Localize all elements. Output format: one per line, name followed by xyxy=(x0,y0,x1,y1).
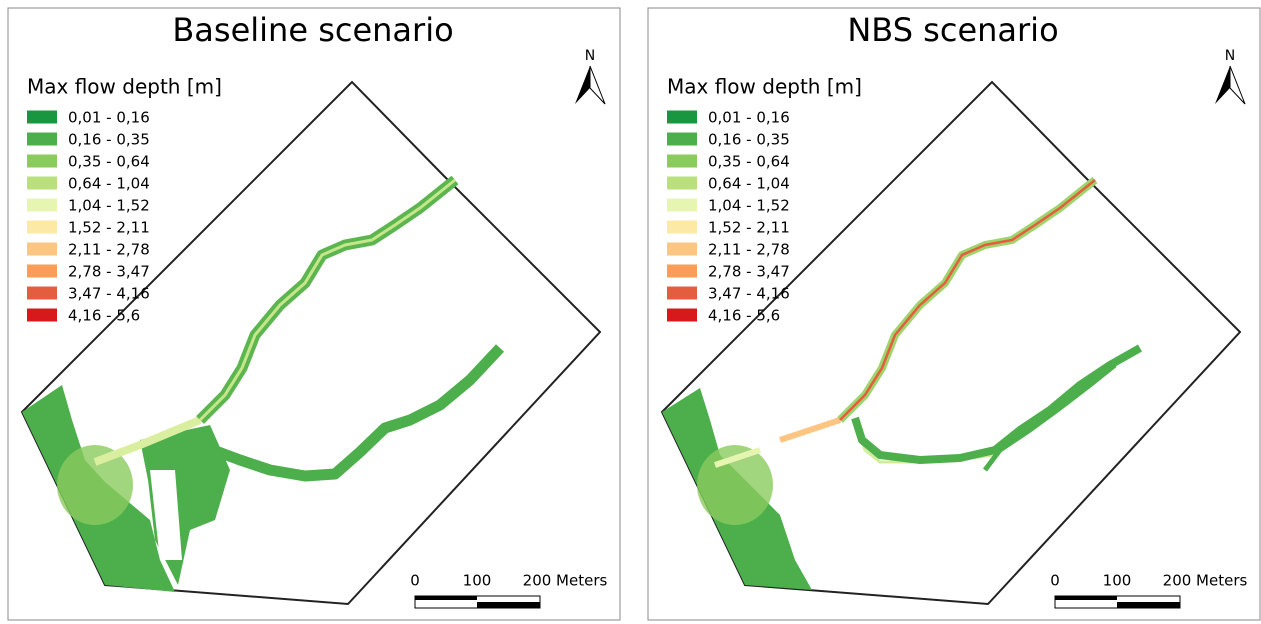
legend-label: 2,78 - 3,47 xyxy=(708,263,790,281)
legend-label: 0,35 - 0,64 xyxy=(68,153,150,171)
legend-label: 2,78 - 3,47 xyxy=(68,263,150,281)
legend-swatch xyxy=(667,133,697,146)
legend-swatch xyxy=(667,243,697,256)
legend-swatch xyxy=(27,243,57,256)
scale-bar-seg xyxy=(1117,602,1180,608)
legend-label: 0,01 - 0,16 xyxy=(68,109,150,127)
legend-label: 3,47 - 4,16 xyxy=(708,285,790,303)
scale-bar-seg xyxy=(477,602,540,608)
north-arrow-left xyxy=(1215,66,1230,104)
legend-swatch xyxy=(27,287,57,300)
north-arrow-left xyxy=(575,66,590,104)
shallow-flood-area xyxy=(57,445,133,525)
scale-label: 200 Meters xyxy=(1163,572,1248,590)
river-lower-branch xyxy=(985,365,1115,470)
legend-label: 0,16 - 0,35 xyxy=(708,131,790,149)
scale-label: 100 xyxy=(1103,572,1132,590)
north-arrow-right xyxy=(590,66,605,104)
north-label: N xyxy=(585,48,595,64)
legend-swatch xyxy=(27,155,57,168)
legend-label: 1,04 - 1,52 xyxy=(68,197,150,215)
scale-label: 100 xyxy=(463,572,492,590)
river-upper-left xyxy=(780,420,840,440)
legend-label: 2,11 - 2,78 xyxy=(68,241,150,259)
legend-label: 1,04 - 1,52 xyxy=(708,197,790,215)
legend-swatch xyxy=(27,177,57,190)
river-lower xyxy=(855,348,1140,460)
panel-title: Baseline scenario xyxy=(172,11,453,49)
legend-swatch xyxy=(27,199,57,212)
legend-swatch xyxy=(27,309,57,322)
legend-swatch xyxy=(27,221,57,234)
map-panel: Baseline scenario Max flow depth [m] 0,01 … xyxy=(8,8,620,620)
legend-title: Max flow depth [m] xyxy=(27,75,222,99)
legend-label: 1,52 - 2,11 xyxy=(68,219,150,237)
legend-swatch xyxy=(667,287,697,300)
map-panel: NBS scenario Max flow depth [m] 0,01 - 0,1… xyxy=(648,8,1260,620)
legend-swatch xyxy=(667,177,697,190)
legend-label: 0,01 - 0,16 xyxy=(708,109,790,127)
legend-swatch xyxy=(667,265,697,278)
legend-label: 0,35 - 0,64 xyxy=(708,153,790,171)
north-arrow-right xyxy=(1230,66,1245,104)
river-upper xyxy=(200,180,455,420)
river-lower xyxy=(205,348,500,476)
legend-label: 4,16 - 5,6 xyxy=(68,307,140,325)
scale-label: 200 Meters xyxy=(523,572,608,590)
legend-label: 1,52 - 2,11 xyxy=(708,219,790,237)
north-label: N xyxy=(1225,48,1235,64)
legend-label: 0,16 - 0,35 xyxy=(68,131,150,149)
legend-label: 0,64 - 1,04 xyxy=(68,175,150,193)
legend-label: 2,11 - 2,78 xyxy=(708,241,790,259)
legend-label: 3,47 - 4,16 xyxy=(68,285,150,303)
scale-label: 0 xyxy=(410,572,420,590)
river-upper-core xyxy=(840,180,1095,420)
legend-swatch xyxy=(667,111,697,124)
scale-label: 0 xyxy=(1050,572,1060,590)
panel-title: NBS scenario xyxy=(847,11,1058,49)
legend-label: 4,16 - 5,6 xyxy=(708,307,780,325)
legend-title: Max flow depth [m] xyxy=(667,75,862,99)
legend-swatch xyxy=(667,309,697,322)
legend-swatch xyxy=(27,265,57,278)
figure: Baseline scenario Max flow depth [m] 0,01 … xyxy=(0,0,1261,624)
legend-label: 0,64 - 1,04 xyxy=(708,175,790,193)
legend-swatch xyxy=(667,221,697,234)
legend-swatch xyxy=(27,111,57,124)
legend-swatch xyxy=(667,199,697,212)
river-upper xyxy=(840,180,1095,420)
legend-swatch xyxy=(667,155,697,168)
scale-bar-seg xyxy=(415,596,477,600)
legend-swatch xyxy=(27,133,57,146)
scale-bar-seg xyxy=(1055,596,1117,600)
